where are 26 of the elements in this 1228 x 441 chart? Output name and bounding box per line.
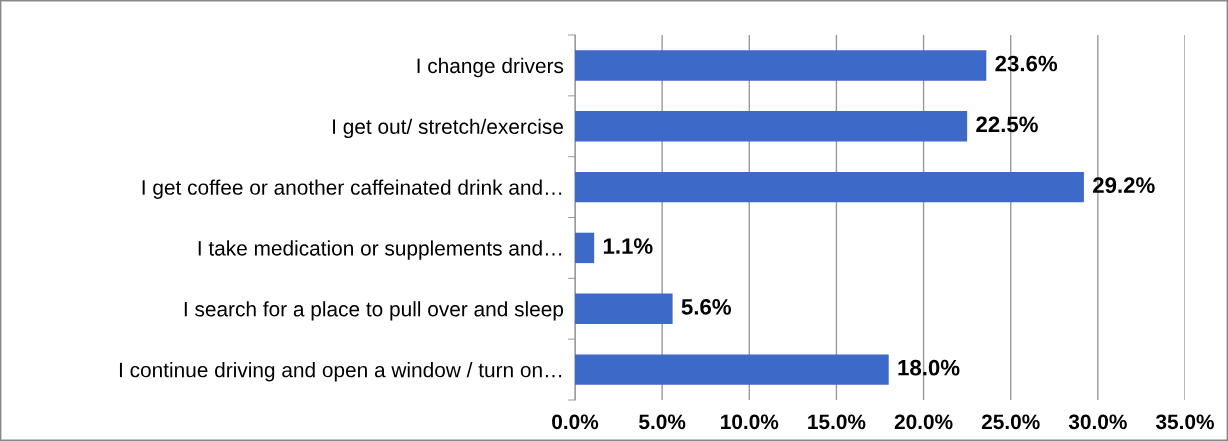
bar bbox=[575, 354, 889, 385]
data-label: 29.2% bbox=[1093, 177, 1155, 194]
y-tick-label: I search for a place to pull over and sleep bbox=[184, 301, 564, 321]
bar bbox=[575, 111, 968, 142]
data-label: 5.6% bbox=[681, 298, 731, 315]
y-tick-label: I get coffee or another caffeinated drink and… bbox=[142, 179, 562, 199]
bar bbox=[575, 232, 595, 264]
y-tick-label: I continue driving and open a window / turn on… bbox=[119, 362, 562, 382]
data-label: 22.5% bbox=[976, 116, 1038, 133]
x-tick-label: 35.0% bbox=[1155, 414, 1214, 430]
y-tick-label: I take medication or supplements and… bbox=[198, 240, 562, 260]
x-tick-label: 20.0% bbox=[894, 414, 953, 430]
bar bbox=[575, 50, 987, 81]
data-label: 23.6% bbox=[995, 55, 1058, 72]
y-tick-label: I change drivers bbox=[417, 57, 564, 78]
x-tick-label: 10.0% bbox=[721, 414, 779, 430]
x-tick-label: 30.0% bbox=[1068, 414, 1127, 430]
data-label: 18.0% bbox=[898, 359, 960, 376]
x-tick-label: 5.0% bbox=[639, 414, 686, 430]
bar bbox=[575, 171, 1084, 203]
y-tick-label: I get out/ stretch/exercise bbox=[333, 118, 563, 139]
x-tick-label: 0.0% bbox=[552, 414, 599, 430]
x-tick-label: 25.0% bbox=[981, 414, 1040, 430]
x-tick-label: 15.0% bbox=[808, 414, 866, 430]
data-label: 1.1% bbox=[603, 238, 653, 254]
bar bbox=[575, 293, 673, 324]
